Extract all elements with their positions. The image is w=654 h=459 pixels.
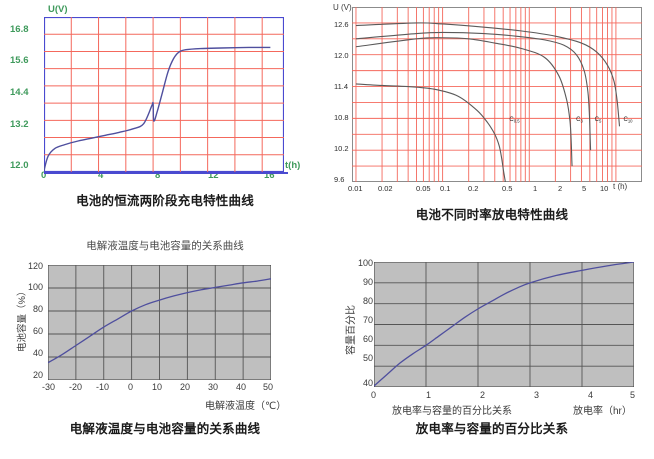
discharge-ytick-5: 9.6 bbox=[334, 175, 345, 184]
discharge-xtick-2: 0.05 bbox=[416, 184, 431, 193]
rate-xtick-4: 4 bbox=[588, 390, 594, 400]
discharge-ytick-2: 11.4 bbox=[334, 82, 349, 91]
discharge-ytick-1: 12.0 bbox=[334, 51, 349, 60]
discharge-xtick-9: 10 bbox=[600, 184, 609, 193]
chart-panel-discharge: U (V) t (h) 12.6 12.0 11.4 10.8 10.2 9.6… bbox=[330, 0, 654, 230]
temperature-subtitle: 电解液温度与电池容量的关系曲线 bbox=[86, 240, 244, 252]
temperature-ytick-3: 60 bbox=[33, 326, 44, 336]
temperature-ytick-5: 20 bbox=[33, 370, 44, 380]
rate-x-axis-title: 放电率（hr） bbox=[573, 406, 632, 417]
rate-ytick-6: 40 bbox=[363, 378, 374, 388]
charge-x-axis-line bbox=[44, 172, 288, 174]
charge-caption: 电池的恒流两阶段充电特性曲线 bbox=[76, 194, 254, 208]
discharge-xtick-1: 0.02 bbox=[378, 184, 393, 193]
charge-ytick-0: 16.8 bbox=[10, 24, 29, 35]
rate-xtick-2: 2 bbox=[480, 390, 486, 400]
charge-x-axis-title: t(h) bbox=[285, 160, 301, 171]
temperature-xtick-1: -20 bbox=[69, 382, 83, 392]
chart-panel-charge: U(V) t(h) 16.8 15.6 14.4 13.2 12.0 0 4 8… bbox=[0, 0, 330, 230]
temperature-y-axis-title: 电池容量（%） bbox=[17, 286, 28, 352]
rate-ytick-0: 100 bbox=[358, 258, 374, 268]
rate-xtick-5: 5 bbox=[630, 390, 636, 400]
discharge-ytick-0: 12.6 bbox=[334, 20, 349, 29]
charge-xtick-2: 8 bbox=[155, 170, 161, 181]
temperature-ytick-4: 40 bbox=[33, 348, 44, 358]
discharge-xtick-5: 0.5 bbox=[502, 184, 513, 193]
temperature-xtick-5: 20 bbox=[180, 382, 191, 392]
charge-xtick-4: 16 bbox=[264, 170, 275, 181]
discharge-xtick-0: 0.01 bbox=[348, 184, 363, 193]
discharge-y-axis-title: U (V) bbox=[333, 3, 352, 12]
temperature-ytick-0: 120 bbox=[28, 261, 44, 271]
temperature-caption: 电解液温度与电池容量的关系曲线 bbox=[69, 422, 261, 436]
discharge-xtick-4: 0.2 bbox=[468, 184, 479, 193]
temperature-xtick-8: 50 bbox=[263, 382, 274, 392]
temperature-xtick-6: 30 bbox=[208, 382, 219, 392]
temperature-xtick-7: 40 bbox=[236, 382, 247, 392]
temperature-xtick-2: -10 bbox=[96, 382, 110, 392]
rate-y-axis-title: 容量百分比 bbox=[346, 305, 357, 355]
rate-xtick-0: 0 bbox=[371, 390, 377, 400]
temperature-plot bbox=[48, 265, 271, 380]
discharge-plot: C0.5 C3 C5 C10 bbox=[352, 7, 642, 182]
discharge-caption: 电池不同时率放电特性曲线 bbox=[415, 208, 569, 222]
discharge-ytick-3: 10.8 bbox=[334, 113, 349, 122]
rate-xtick-3: 3 bbox=[534, 390, 540, 400]
rate-ytick-5: 50 bbox=[363, 353, 374, 363]
charge-ytick-4: 12.0 bbox=[10, 160, 29, 171]
rate-caption: 放电率与容量的百分比关系 bbox=[415, 422, 569, 436]
charge-plot bbox=[44, 17, 284, 172]
temperature-ytick-2: 80 bbox=[33, 304, 44, 314]
rate-ytick-4: 60 bbox=[363, 334, 374, 344]
svg-text:C3: C3 bbox=[576, 117, 583, 123]
discharge-xtick-8: 5 bbox=[582, 184, 587, 193]
temperature-ytick-1: 100 bbox=[28, 282, 44, 292]
svg-text:C5: C5 bbox=[595, 117, 602, 123]
svg-text:C10: C10 bbox=[624, 117, 634, 123]
temperature-xtick-3: 0 bbox=[128, 382, 134, 392]
chart-panel-rate: 容量百分比 放电率（hr） 放电率与容量的百分比关系 100 90 80 70 … bbox=[330, 230, 654, 459]
discharge-xtick-6: 1 bbox=[533, 184, 538, 193]
charge-xtick-0: 0 bbox=[41, 170, 47, 181]
discharge-xtick-3: 0.1 bbox=[440, 184, 451, 193]
chart-panel-temperature: 电解液温度与电池容量的关系曲线 电池容量（%） 电解液温度（℃） 120 100… bbox=[0, 230, 330, 459]
charge-y-axis-title: U(V) bbox=[48, 4, 68, 15]
rate-ytick-3: 70 bbox=[363, 315, 374, 325]
temperature-xtick-4: 10 bbox=[152, 382, 163, 392]
rate-plot bbox=[374, 262, 634, 387]
charge-ytick-2: 14.4 bbox=[10, 87, 29, 98]
charge-ytick-3: 13.2 bbox=[10, 119, 29, 130]
discharge-x-axis-title: t (h) bbox=[613, 182, 628, 191]
rate-xtick-1: 1 bbox=[426, 390, 432, 400]
charge-xtick-3: 12 bbox=[208, 170, 219, 181]
charge-xtick-1: 4 bbox=[98, 170, 104, 181]
rate-ytick-2: 80 bbox=[363, 296, 374, 306]
discharge-xtick-7: 2 bbox=[558, 184, 563, 193]
charge-ytick-1: 15.6 bbox=[10, 55, 29, 66]
svg-text:C0.5: C0.5 bbox=[509, 117, 520, 123]
temperature-x-axis-title: 电解液温度（℃） bbox=[205, 401, 287, 412]
temperature-xtick-0: -30 bbox=[42, 382, 56, 392]
rate-ytick-1: 90 bbox=[363, 277, 374, 287]
discharge-ytick-4: 10.2 bbox=[334, 144, 349, 153]
rate-subcaption: 放电率与容量的百分比关系 bbox=[392, 406, 512, 417]
